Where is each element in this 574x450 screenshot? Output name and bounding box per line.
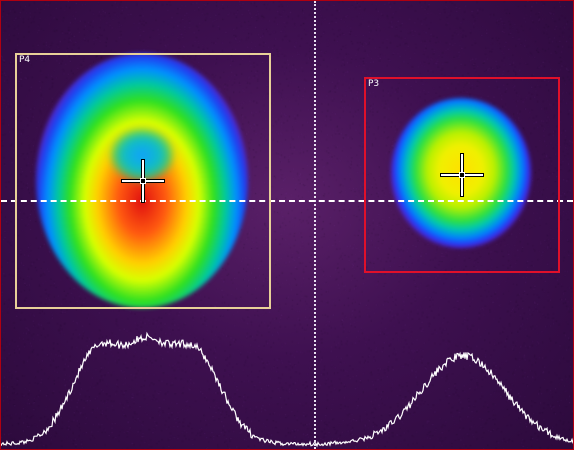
- roi-box-p4[interactable]: P4: [15, 53, 271, 309]
- centroid-crosshair-p3[interactable]: [441, 154, 483, 196]
- vertical-cursor-line[interactable]: [314, 1, 316, 449]
- roi-box-p3[interactable]: P3: [364, 77, 560, 273]
- crosshair-center: [459, 172, 465, 178]
- crosshair-center: [140, 178, 146, 184]
- roi-label-p3: P3: [368, 79, 380, 89]
- horizontal-cursor-line[interactable]: [1, 200, 573, 202]
- roi-label-p4: P4: [19, 55, 31, 65]
- profile-trace: [1, 331, 573, 448]
- centroid-crosshair-p4[interactable]: [122, 160, 164, 202]
